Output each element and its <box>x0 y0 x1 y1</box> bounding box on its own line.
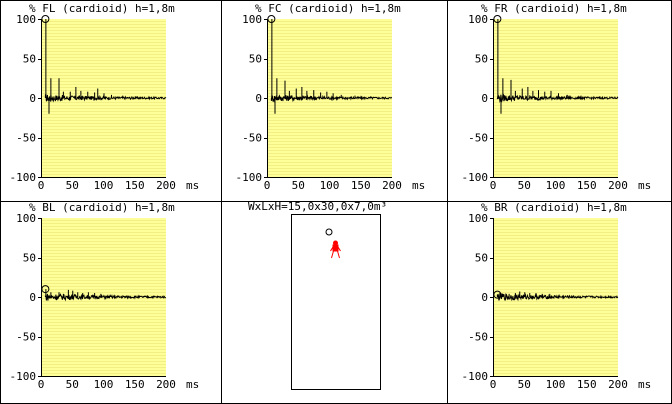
x-axis-unit: ms <box>412 179 425 192</box>
y-tick-label: 100 <box>16 13 36 26</box>
y-tick-label: -100 <box>462 171 489 184</box>
x-tick-label: 0 <box>490 179 497 192</box>
impulse-response-trace <box>44 93 167 103</box>
y-tick-label: 50 <box>475 53 488 66</box>
x-tick-label: 50 <box>292 179 305 192</box>
y-tick-label: 0 <box>481 291 488 304</box>
y-tick-label: 100 <box>468 13 488 26</box>
y-tick-label: -50 <box>16 132 36 145</box>
chart-title: % BR (cardioid) h=1,8m <box>481 201 627 214</box>
x-axis-unit: ms <box>638 378 651 391</box>
x-tick-label: 50 <box>66 378 79 391</box>
y-tick-label: 100 <box>468 212 488 225</box>
x-tick-label: 200 <box>156 378 176 391</box>
x-tick-label: 100 <box>94 378 114 391</box>
y-tick-label: -50 <box>16 331 36 344</box>
direct-sound-marker <box>267 15 276 23</box>
x-axis-unit: ms <box>186 179 199 192</box>
x-tick-label: 0 <box>38 179 45 192</box>
impulse-response-trace <box>496 292 619 302</box>
x-tick-label: 150 <box>125 179 145 192</box>
x-tick-label: 50 <box>518 378 531 391</box>
x-tick-label: 150 <box>577 179 597 192</box>
x-tick-label: 150 <box>351 179 371 192</box>
x-tick-label: 0 <box>490 378 497 391</box>
y-tick-label: -50 <box>242 132 262 145</box>
x-tick-label: 100 <box>546 179 566 192</box>
plot-stripes <box>267 21 392 175</box>
listener-icon <box>330 240 341 259</box>
x-tick-label: 0 <box>38 378 45 391</box>
y-tick-label: -50 <box>468 132 488 145</box>
y-tick-label: 50 <box>249 53 262 66</box>
x-tick-label: 150 <box>577 378 597 391</box>
y-tick-label: -100 <box>236 171 263 184</box>
x-tick-label: 0 <box>264 179 271 192</box>
x-tick-label: 50 <box>66 179 79 192</box>
x-tick-label: 200 <box>608 378 628 391</box>
x-axis-unit: ms <box>186 378 199 391</box>
x-axis-unit: ms <box>638 179 651 192</box>
direct-sound-marker <box>493 290 502 299</box>
direct-sound-marker <box>41 285 50 294</box>
chart-title: % BL (cardioid) h=1,8m <box>29 201 175 214</box>
chart-title: % FL (cardioid) h=1,8m <box>29 2 175 15</box>
y-tick-label: 0 <box>481 92 488 105</box>
x-tick-label: 100 <box>546 378 566 391</box>
direct-sound-marker <box>493 15 502 23</box>
impulse-response-trace <box>44 293 167 302</box>
impulse-response-trace <box>270 93 392 103</box>
x-tick-label: 200 <box>382 179 402 192</box>
y-tick-label: -50 <box>468 331 488 344</box>
y-tick-label: 100 <box>242 13 262 26</box>
y-tick-label: -100 <box>10 171 37 184</box>
source-marker <box>325 228 333 236</box>
impulse-response-trace <box>496 93 619 103</box>
x-tick-label: 50 <box>518 179 531 192</box>
chart-title: % FR (cardioid) h=1,8m <box>481 2 627 15</box>
x-tick-label: 150 <box>125 378 145 391</box>
chart-title: % FC (cardioid) h=1,8m <box>255 2 401 15</box>
y-tick-label: 50 <box>23 252 36 265</box>
plot-stripes <box>41 220 166 374</box>
direct-sound-marker <box>41 15 50 23</box>
y-tick-label: 100 <box>16 212 36 225</box>
y-tick-label: 0 <box>29 92 36 105</box>
y-tick-label: 50 <box>475 252 488 265</box>
x-tick-label: 100 <box>94 179 114 192</box>
plot-stripes <box>41 21 166 175</box>
y-tick-label: -100 <box>462 370 489 383</box>
x-tick-label: 200 <box>156 179 176 192</box>
y-tick-label: 0 <box>255 92 262 105</box>
x-tick-label: 100 <box>320 179 340 192</box>
y-tick-label: -100 <box>10 370 37 383</box>
x-tick-label: 200 <box>608 179 628 192</box>
plot-stripes <box>493 21 618 175</box>
y-tick-label: 50 <box>23 53 36 66</box>
room-panel: WxLxH=15,0x30,0x7,0m³ <box>248 200 387 390</box>
y-tick-label: 0 <box>29 291 36 304</box>
room-dimensions-label: WxLxH=15,0x30,0x7,0m³ <box>248 200 387 213</box>
plot-stripes <box>493 220 618 374</box>
